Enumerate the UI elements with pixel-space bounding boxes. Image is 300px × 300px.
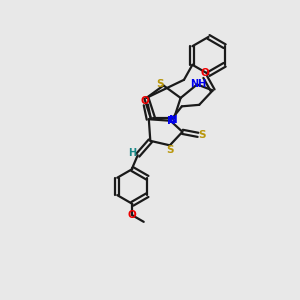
Text: O: O [128,210,137,220]
Text: N: N [169,115,177,125]
Text: NH: NH [190,79,207,88]
Text: S: S [198,130,206,140]
Text: O: O [200,68,209,78]
Text: S: S [156,79,164,89]
Text: O: O [141,96,150,106]
Text: N: N [167,116,176,126]
Text: S: S [166,145,174,154]
Text: H: H [128,148,136,158]
